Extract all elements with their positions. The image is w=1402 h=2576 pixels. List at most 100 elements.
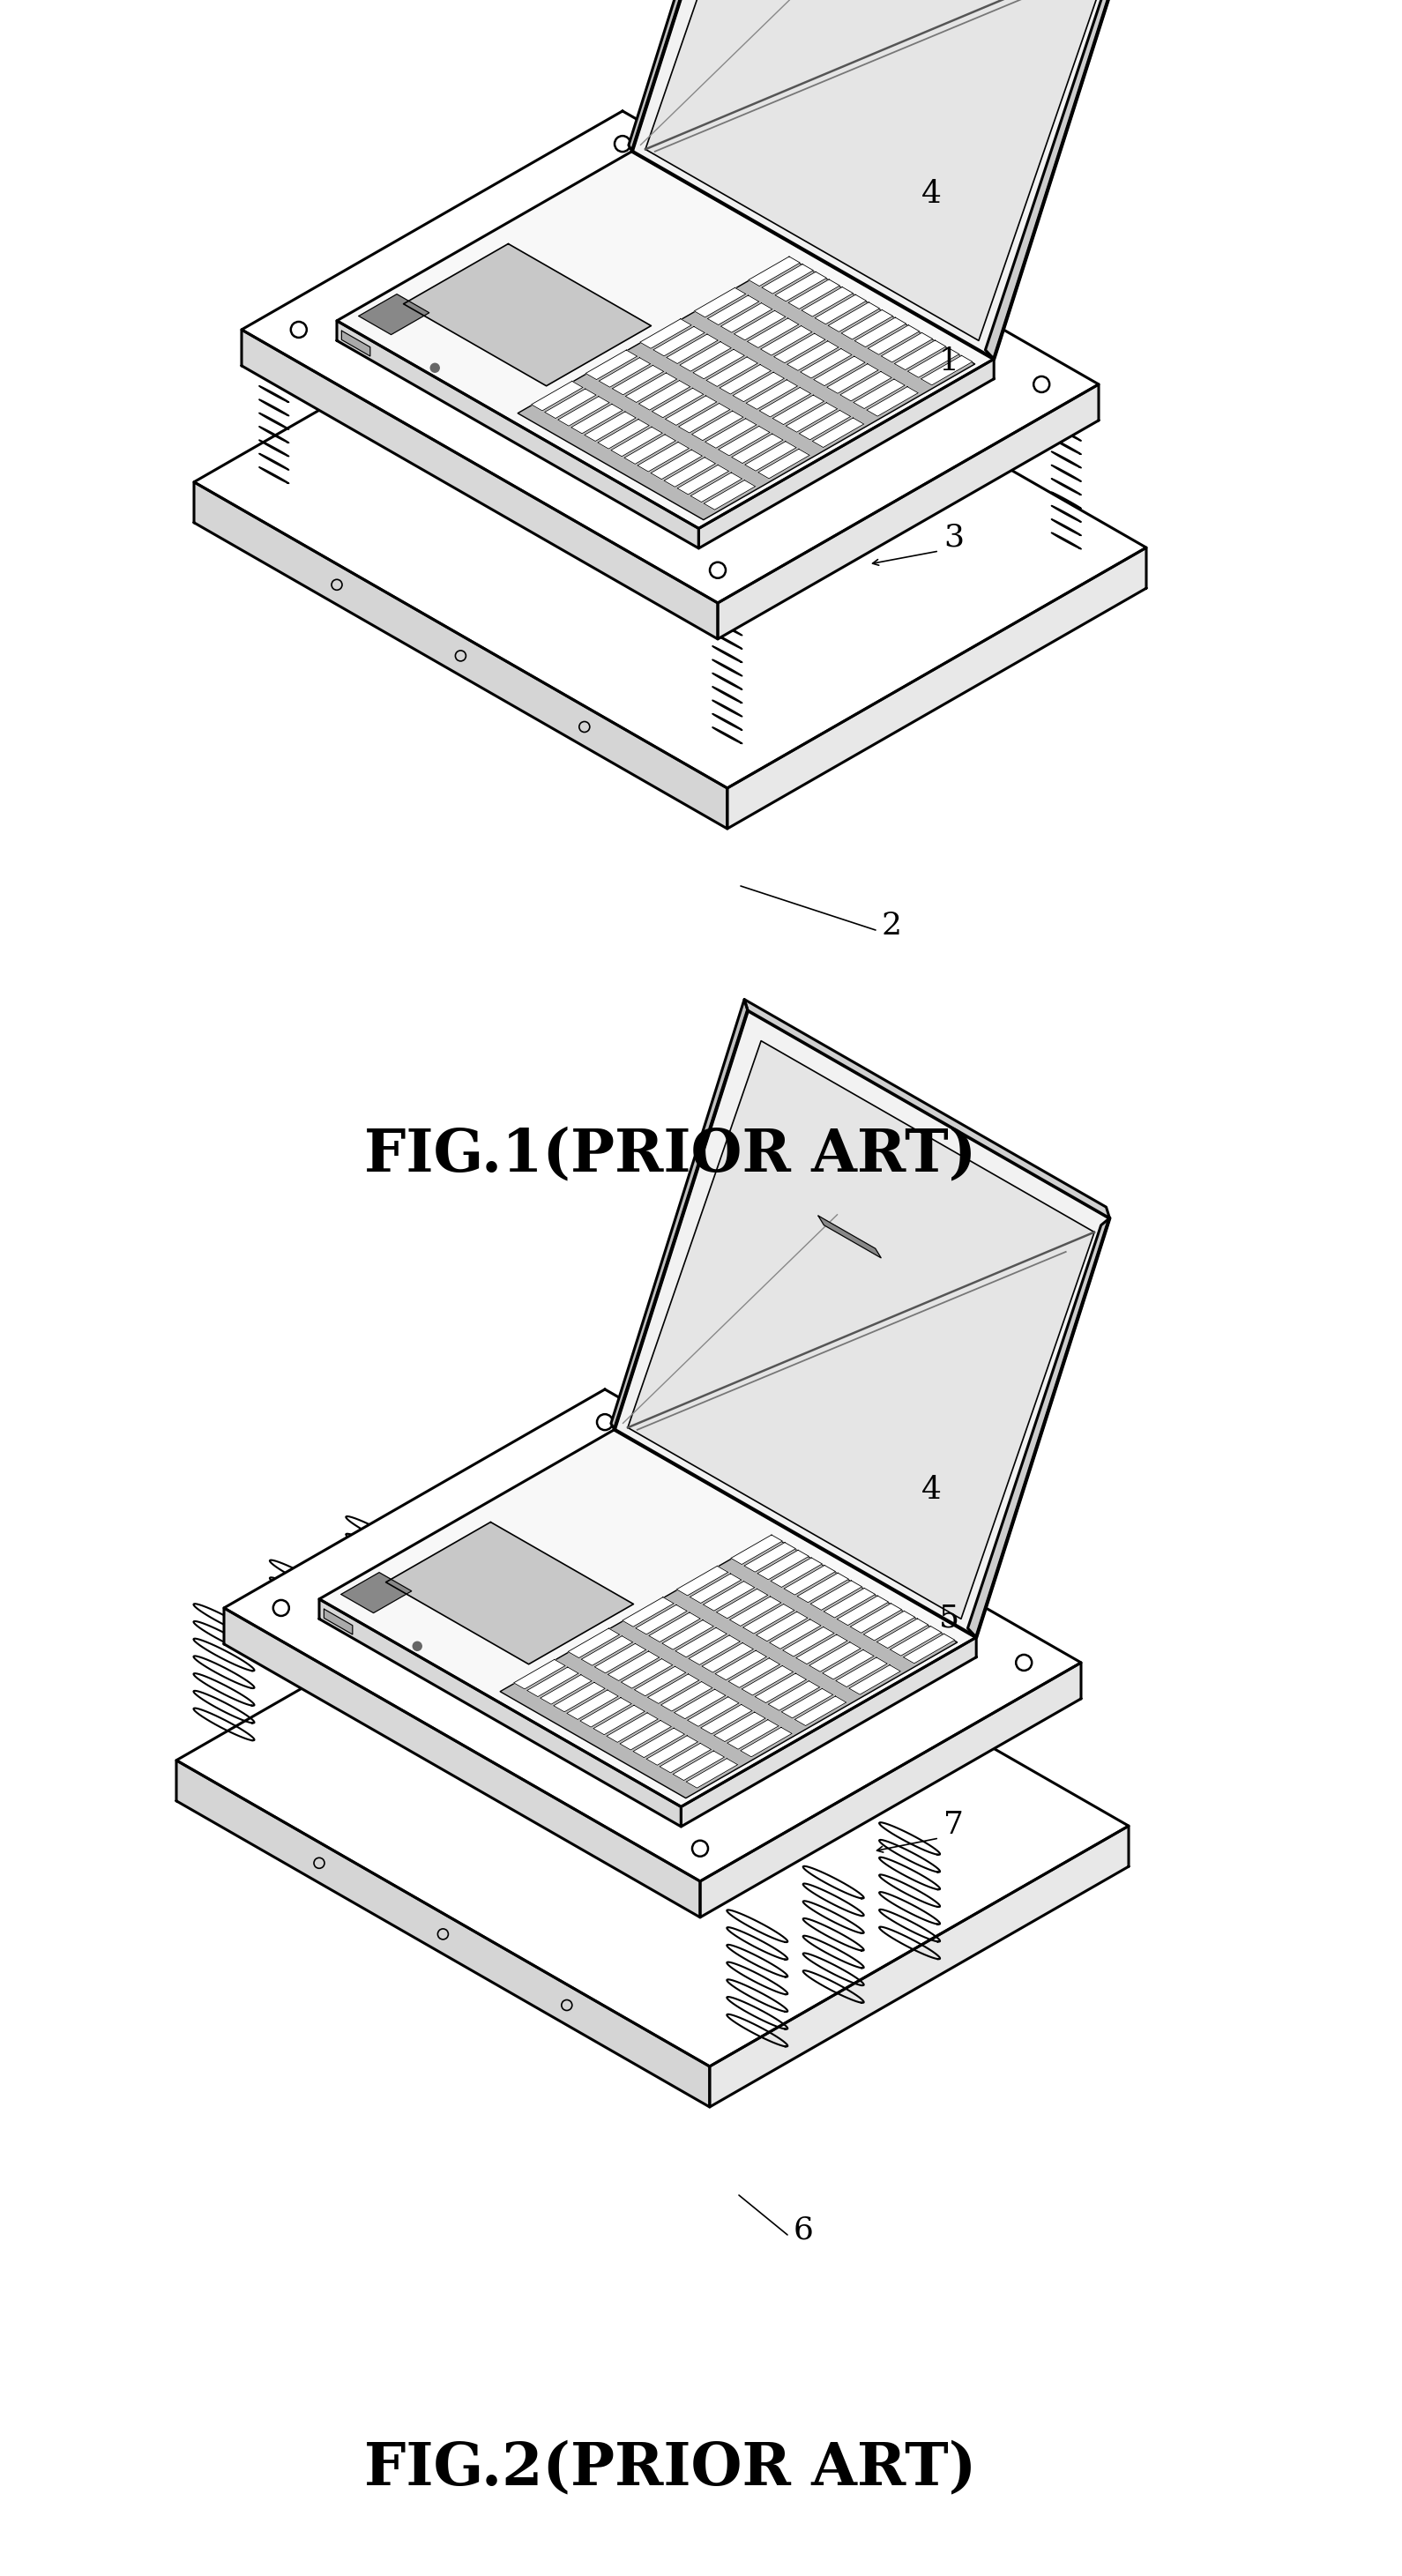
Polygon shape [836,1656,887,1687]
Polygon shape [224,1388,1081,1880]
Polygon shape [193,482,728,829]
Polygon shape [773,394,824,425]
Polygon shape [824,1589,875,1618]
FancyArrowPatch shape [872,551,937,564]
Polygon shape [700,1662,1081,1917]
Polygon shape [921,355,973,386]
Polygon shape [784,1566,836,1595]
Polygon shape [827,363,879,394]
Polygon shape [868,325,920,355]
Polygon shape [224,1607,700,1917]
Polygon shape [593,1705,645,1734]
Polygon shape [632,0,1127,358]
Polygon shape [404,245,651,386]
Polygon shape [639,381,690,410]
Polygon shape [733,371,784,402]
Polygon shape [691,471,742,502]
Polygon shape [554,1682,606,1713]
Polygon shape [841,309,893,340]
Polygon shape [718,384,1099,639]
Polygon shape [770,1620,822,1649]
Text: 7: 7 [944,1811,963,1839]
Polygon shape [760,386,810,417]
Polygon shape [614,1010,1109,1638]
Polygon shape [635,1605,687,1633]
Polygon shape [608,1651,659,1680]
Polygon shape [694,289,746,317]
Polygon shape [864,1610,916,1641]
Text: 6: 6 [794,2215,813,2246]
Polygon shape [708,296,758,325]
Polygon shape [729,1597,781,1625]
Polygon shape [866,386,918,417]
Polygon shape [721,304,773,332]
Polygon shape [544,389,596,417]
Polygon shape [744,999,1109,1218]
Polygon shape [677,464,729,495]
Polygon shape [810,1582,862,1610]
Polygon shape [693,350,744,379]
Polygon shape [594,1643,646,1674]
Polygon shape [855,317,906,348]
Polygon shape [758,448,809,479]
Polygon shape [620,1721,672,1749]
Polygon shape [854,379,904,410]
Polygon shape [796,1636,848,1664]
Polygon shape [651,451,702,479]
Polygon shape [628,0,765,152]
Polygon shape [540,1674,592,1705]
Polygon shape [729,1659,780,1687]
Circle shape [430,363,439,374]
Polygon shape [986,0,1127,358]
Polygon shape [665,397,716,425]
Polygon shape [760,325,812,355]
Text: 2: 2 [882,912,901,940]
Text: FIG.1(PRIOR ART): FIG.1(PRIOR ART) [365,1126,976,1182]
Polygon shape [709,1826,1129,2107]
Polygon shape [341,1571,412,1613]
Polygon shape [513,1659,565,1690]
Polygon shape [823,1649,873,1680]
Polygon shape [850,1602,901,1633]
Polygon shape [890,1625,942,1656]
Polygon shape [747,319,799,348]
Polygon shape [613,366,663,394]
Polygon shape [558,397,610,425]
Polygon shape [788,278,840,309]
Polygon shape [735,312,785,340]
Polygon shape [785,402,837,433]
Polygon shape [342,330,370,355]
Polygon shape [781,1687,833,1718]
Polygon shape [241,111,1099,603]
Polygon shape [837,1595,889,1625]
Polygon shape [771,1558,822,1587]
Polygon shape [686,1759,737,1788]
Polygon shape [704,479,756,510]
Polygon shape [691,412,743,440]
Polygon shape [795,1695,847,1726]
Polygon shape [646,1736,698,1765]
Polygon shape [702,1582,754,1610]
Polygon shape [659,1744,711,1772]
Text: 4: 4 [921,1476,942,1504]
Polygon shape [701,1705,753,1734]
Polygon shape [809,1641,861,1672]
Polygon shape [728,1721,778,1749]
Polygon shape [586,350,638,379]
Polygon shape [628,1041,1095,1618]
Polygon shape [876,1618,928,1649]
Polygon shape [649,1613,701,1641]
Polygon shape [625,374,677,402]
Polygon shape [754,1674,806,1703]
Text: 5: 5 [939,1602,959,1633]
Polygon shape [241,330,718,639]
Polygon shape [799,410,851,440]
Polygon shape [813,355,865,386]
Polygon shape [815,294,866,325]
Polygon shape [653,327,705,355]
Polygon shape [714,1713,765,1741]
Polygon shape [177,1520,1129,2066]
Polygon shape [688,1636,740,1664]
Polygon shape [611,428,663,456]
Polygon shape [527,1667,579,1698]
